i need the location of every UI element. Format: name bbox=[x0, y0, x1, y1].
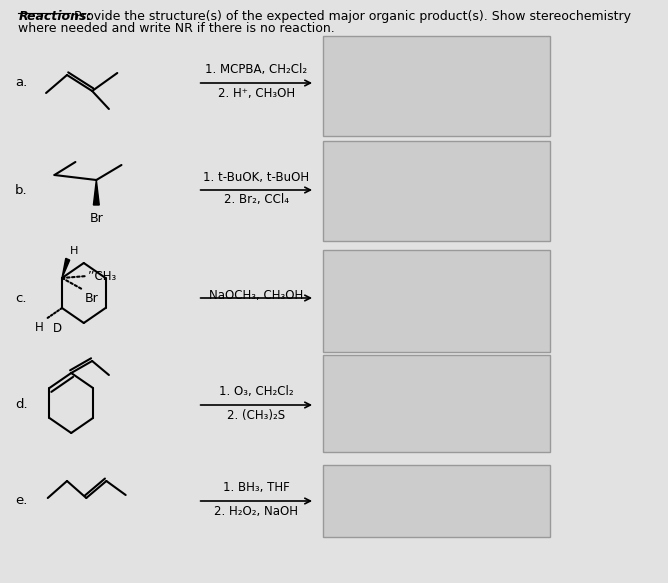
Text: NaOCH₃, CH₃OH: NaOCH₃, CH₃OH bbox=[209, 289, 303, 301]
Bar bbox=[323, 355, 550, 452]
Text: 2. (CH₃)₂S: 2. (CH₃)₂S bbox=[227, 409, 285, 422]
Bar bbox=[323, 465, 550, 537]
Text: Provide the structure(s) of the expected major organic product(s). Show stereoch: Provide the structure(s) of the expected… bbox=[70, 10, 631, 23]
Text: Reactions:: Reactions: bbox=[19, 10, 92, 23]
Text: H: H bbox=[69, 246, 77, 256]
Polygon shape bbox=[94, 180, 100, 205]
Text: 2. H⁺, CH₃OH: 2. H⁺, CH₃OH bbox=[218, 86, 295, 100]
Text: 1. MCPBA, CH₂Cl₂: 1. MCPBA, CH₂Cl₂ bbox=[205, 64, 307, 76]
Text: 1. O₃, CH₂Cl₂: 1. O₃, CH₂Cl₂ bbox=[219, 385, 294, 399]
Text: D: D bbox=[52, 322, 61, 335]
Text: d.: d. bbox=[15, 399, 27, 412]
Text: 2. Br₂, CCl₄: 2. Br₂, CCl₄ bbox=[224, 194, 289, 206]
Text: e.: e. bbox=[15, 494, 27, 507]
Text: a.: a. bbox=[15, 76, 27, 90]
Text: Br: Br bbox=[85, 292, 99, 305]
Text: H: H bbox=[35, 321, 43, 334]
Bar bbox=[323, 141, 550, 241]
Text: 2. H₂O₂, NaOH: 2. H₂O₂, NaOH bbox=[214, 504, 299, 518]
Text: b.: b. bbox=[15, 184, 27, 196]
Text: where needed and write NR if there is no reaction.: where needed and write NR if there is no… bbox=[19, 22, 335, 35]
Text: ’’CH₃: ’’CH₃ bbox=[88, 269, 117, 283]
Text: 1. BH₃, THF: 1. BH₃, THF bbox=[223, 482, 290, 494]
Text: 1. t-BuOK, t-BuOH: 1. t-BuOK, t-BuOH bbox=[203, 170, 309, 184]
Text: c.: c. bbox=[15, 292, 27, 304]
Polygon shape bbox=[62, 258, 69, 278]
Bar bbox=[323, 36, 550, 136]
Bar bbox=[323, 250, 550, 352]
Text: Br: Br bbox=[90, 212, 104, 225]
